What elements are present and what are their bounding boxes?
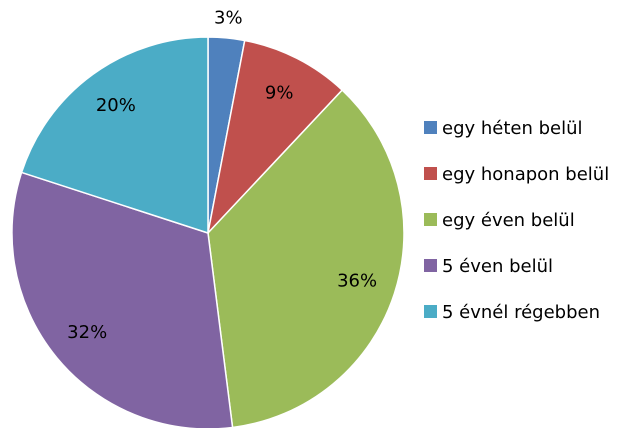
legend-swatch <box>424 121 437 134</box>
legend-label: egy honapon belül <box>442 164 609 185</box>
pie-slice <box>20 36 209 235</box>
data-label: 36% <box>337 270 377 291</box>
data-label: 32% <box>67 322 107 343</box>
data-label: 3% <box>214 7 243 28</box>
legend-label: egy éven belül <box>442 210 575 231</box>
data-label: 9% <box>265 82 294 103</box>
legend-label: 5 évnél régebben <box>442 302 600 323</box>
pie-slice <box>11 171 234 428</box>
data-label: 20% <box>96 95 136 116</box>
pie-slice <box>206 39 344 236</box>
pie-slice <box>207 89 405 428</box>
legend-swatch <box>424 259 437 272</box>
legend-swatch <box>424 167 437 180</box>
legend-swatch <box>424 213 437 226</box>
legend-label: egy héten belül <box>442 118 583 139</box>
legend-swatch <box>424 305 437 318</box>
legend-label: 5 éven belül <box>442 256 553 277</box>
